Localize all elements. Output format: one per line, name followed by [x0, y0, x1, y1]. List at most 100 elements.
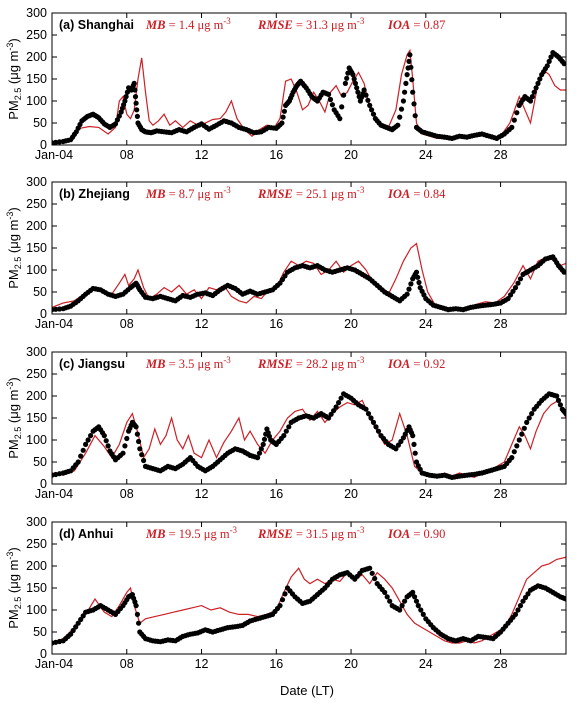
observed-point: [410, 589, 416, 596]
observed-point: [531, 89, 537, 95]
x-tick-label: 12: [195, 487, 209, 501]
y-axis-title: PM2.5 (μg m-3): [5, 377, 23, 458]
observed-point: [400, 98, 406, 104]
observed-point: [112, 121, 119, 127]
observed-point: [277, 603, 283, 609]
observed-point: [282, 273, 288, 279]
observed-point: [397, 114, 403, 120]
x-tick-label: Jan-04: [35, 657, 73, 671]
observed-point: [83, 441, 89, 447]
observed-point: [116, 113, 122, 119]
y-tick-label: 300: [26, 345, 47, 359]
x-tick-label: 20: [344, 487, 358, 501]
y-tick-label: 0: [40, 138, 47, 152]
observed-point: [350, 72, 356, 78]
observed-point: [398, 438, 404, 445]
x-tick-label: 12: [195, 317, 209, 331]
observed-point: [548, 54, 554, 60]
y-tick-label: 300: [26, 175, 47, 189]
observed-point: [511, 117, 517, 123]
x-tick-label: 24: [419, 487, 433, 501]
y-tick-label: 300: [26, 515, 47, 529]
observed-point: [256, 450, 263, 456]
y-tick-label: 100: [26, 263, 47, 277]
observed-point: [136, 620, 142, 626]
observed-point: [370, 111, 377, 117]
observed-point: [75, 459, 81, 465]
x-tick-label: 24: [419, 657, 433, 671]
observed-point: [367, 102, 373, 108]
observed-point: [561, 269, 566, 275]
observed-point: [524, 419, 530, 425]
observed-point: [133, 424, 139, 430]
observed-point: [529, 411, 535, 417]
observed-point: [281, 433, 287, 439]
y-tick-label: 100: [26, 603, 47, 617]
y-tick-label: 150: [26, 72, 47, 86]
observed-point: [387, 598, 393, 604]
chart-panel-3: 0 50 100 150 200 250 300 Jan-04 08 12 16 20 24 28 PM2.…: [5, 515, 567, 671]
observed-point: [134, 611, 140, 618]
y-tick-label: 0: [40, 647, 47, 661]
observed-point: [416, 279, 422, 286]
observed-point: [114, 117, 120, 123]
observed-point: [555, 397, 562, 403]
y-tick-label: 50: [33, 285, 47, 299]
x-tick-label: 16: [269, 657, 283, 671]
x-tick-label: 16: [269, 148, 283, 162]
observed-point: [420, 611, 426, 618]
observed-point: [408, 64, 414, 70]
observed-point: [382, 589, 388, 596]
observed-point: [563, 411, 566, 417]
observed-point: [410, 89, 416, 95]
observed-point: [134, 113, 140, 119]
y-tick-label: 0: [40, 477, 47, 491]
observed-point: [398, 106, 405, 112]
y-tick-label: 150: [26, 581, 47, 595]
observed-point: [415, 603, 421, 609]
observed-point: [123, 94, 129, 100]
x-tick-label: Jan-04: [35, 317, 73, 331]
y-tick-label: 250: [26, 28, 47, 42]
observed-point: [68, 631, 74, 637]
y-tick-label: 250: [26, 537, 47, 551]
observed-point: [367, 565, 373, 571]
x-tick-label: 20: [344, 148, 358, 162]
observed-point: [521, 425, 527, 431]
observed-point: [402, 89, 408, 95]
observed-point: [326, 91, 332, 97]
observed-point: [337, 116, 343, 122]
observed-point: [515, 280, 521, 286]
y-tick-label: 250: [26, 367, 47, 381]
y-tick-label: 200: [26, 389, 47, 403]
y-axis-title: PM2.5 (μg m-3): [5, 38, 23, 119]
observed-point: [526, 415, 532, 421]
x-tick-label: 24: [419, 317, 433, 331]
observed-point: [535, 80, 541, 86]
x-tick-label: 08: [120, 487, 134, 501]
panel-title: (b) Zhejiang: [59, 187, 130, 201]
stat-rmse: RMSE = 28.2 μg m-3: [257, 355, 365, 371]
observed-point: [329, 102, 335, 108]
y-tick-label: 50: [33, 625, 47, 639]
observed-point: [258, 446, 264, 452]
chart-panel-1: 0 50 100 150 200 250 300 Jan-04 08 12 16 20 24 28 PM2.…: [5, 175, 567, 331]
x-tick-label: 20: [344, 657, 358, 671]
observed-point: [402, 598, 408, 604]
stat-mb: MB = 1.4 μg m-3: [145, 16, 231, 32]
stat-ioa: IOA = 0.84: [387, 187, 446, 201]
observed-point: [88, 433, 94, 439]
observed-point: [365, 97, 371, 103]
observed-point: [255, 455, 261, 461]
observed-point: [333, 404, 339, 410]
observed-point: [373, 424, 379, 430]
observed-point: [122, 443, 128, 449]
observed-point: [260, 441, 266, 447]
observed-point: [406, 58, 412, 64]
observed-point: [511, 449, 517, 455]
observed-point: [561, 61, 566, 67]
observed-point: [139, 452, 145, 458]
observed-point: [514, 443, 520, 449]
y-axis-title: PM2.5 (μg m-3): [5, 207, 23, 288]
x-tick-label: 12: [195, 657, 209, 671]
